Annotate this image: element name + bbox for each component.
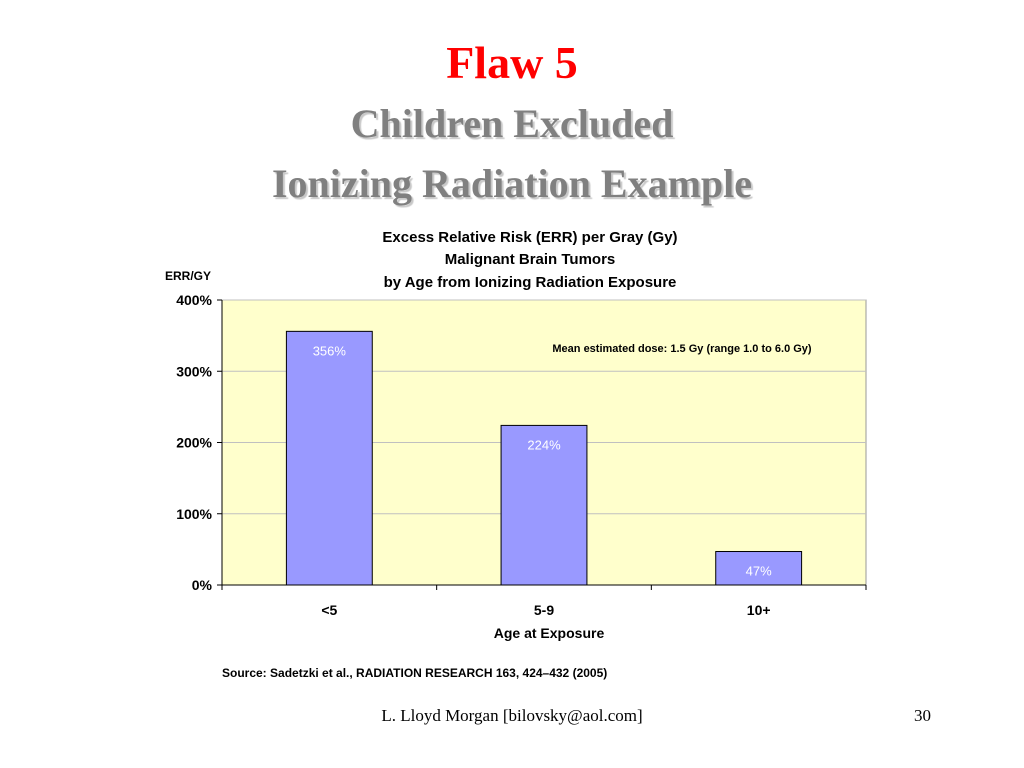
bars: 356% 224% 47%: [285, 330, 803, 586]
chart-title-line-2: Malignant Brain Tumors: [445, 251, 616, 268]
page-number: 30: [914, 706, 931, 725]
slide-subtitle-line-2: Ionizing Radiation Example: [271, 161, 753, 206]
data-label-3: 47%: [746, 564, 772, 579]
y-tick-label: 400%: [176, 292, 212, 308]
x-tick-label-3: 10+: [747, 602, 771, 618]
bar-1: [285, 330, 373, 586]
y-axis-label: ERR/GY: [165, 269, 211, 283]
slide-title: Flaw 5: [446, 37, 578, 88]
axes: 0% 100% 200% 300% 400% <5 5-9 10+: [176, 292, 867, 618]
x-tick-label-2: 5-9: [534, 602, 554, 618]
data-label-2: 224%: [527, 437, 561, 452]
y-tick-label: 100%: [176, 506, 212, 522]
y-tick-label: 300%: [176, 363, 212, 379]
chart-title-line-3: by Age from Ionizing Radiation Exposure: [384, 274, 677, 291]
x-tick-label-1: <5: [321, 602, 337, 618]
bar-2: [500, 424, 588, 586]
y-tick-label: 200%: [176, 435, 212, 451]
chart-title-line-1: Excess Relative Risk (ERR) per Gray (Gy): [382, 229, 677, 246]
source-citation: Source: Sadetzki et al., RADIATION RESEA…: [222, 666, 608, 680]
footer-author: L. Lloyd Morgan [bilovsky@aol.com]: [381, 706, 643, 725]
slide-subtitle-line-1: Children Excluded: [350, 101, 674, 146]
dose-annotation: Mean estimated dose: 1.5 Gy (range 1.0 t…: [552, 343, 812, 355]
y-tick-label: 0%: [192, 577, 213, 593]
x-axis-title: Age at Exposure: [494, 625, 605, 641]
data-label-1: 356%: [313, 343, 347, 358]
